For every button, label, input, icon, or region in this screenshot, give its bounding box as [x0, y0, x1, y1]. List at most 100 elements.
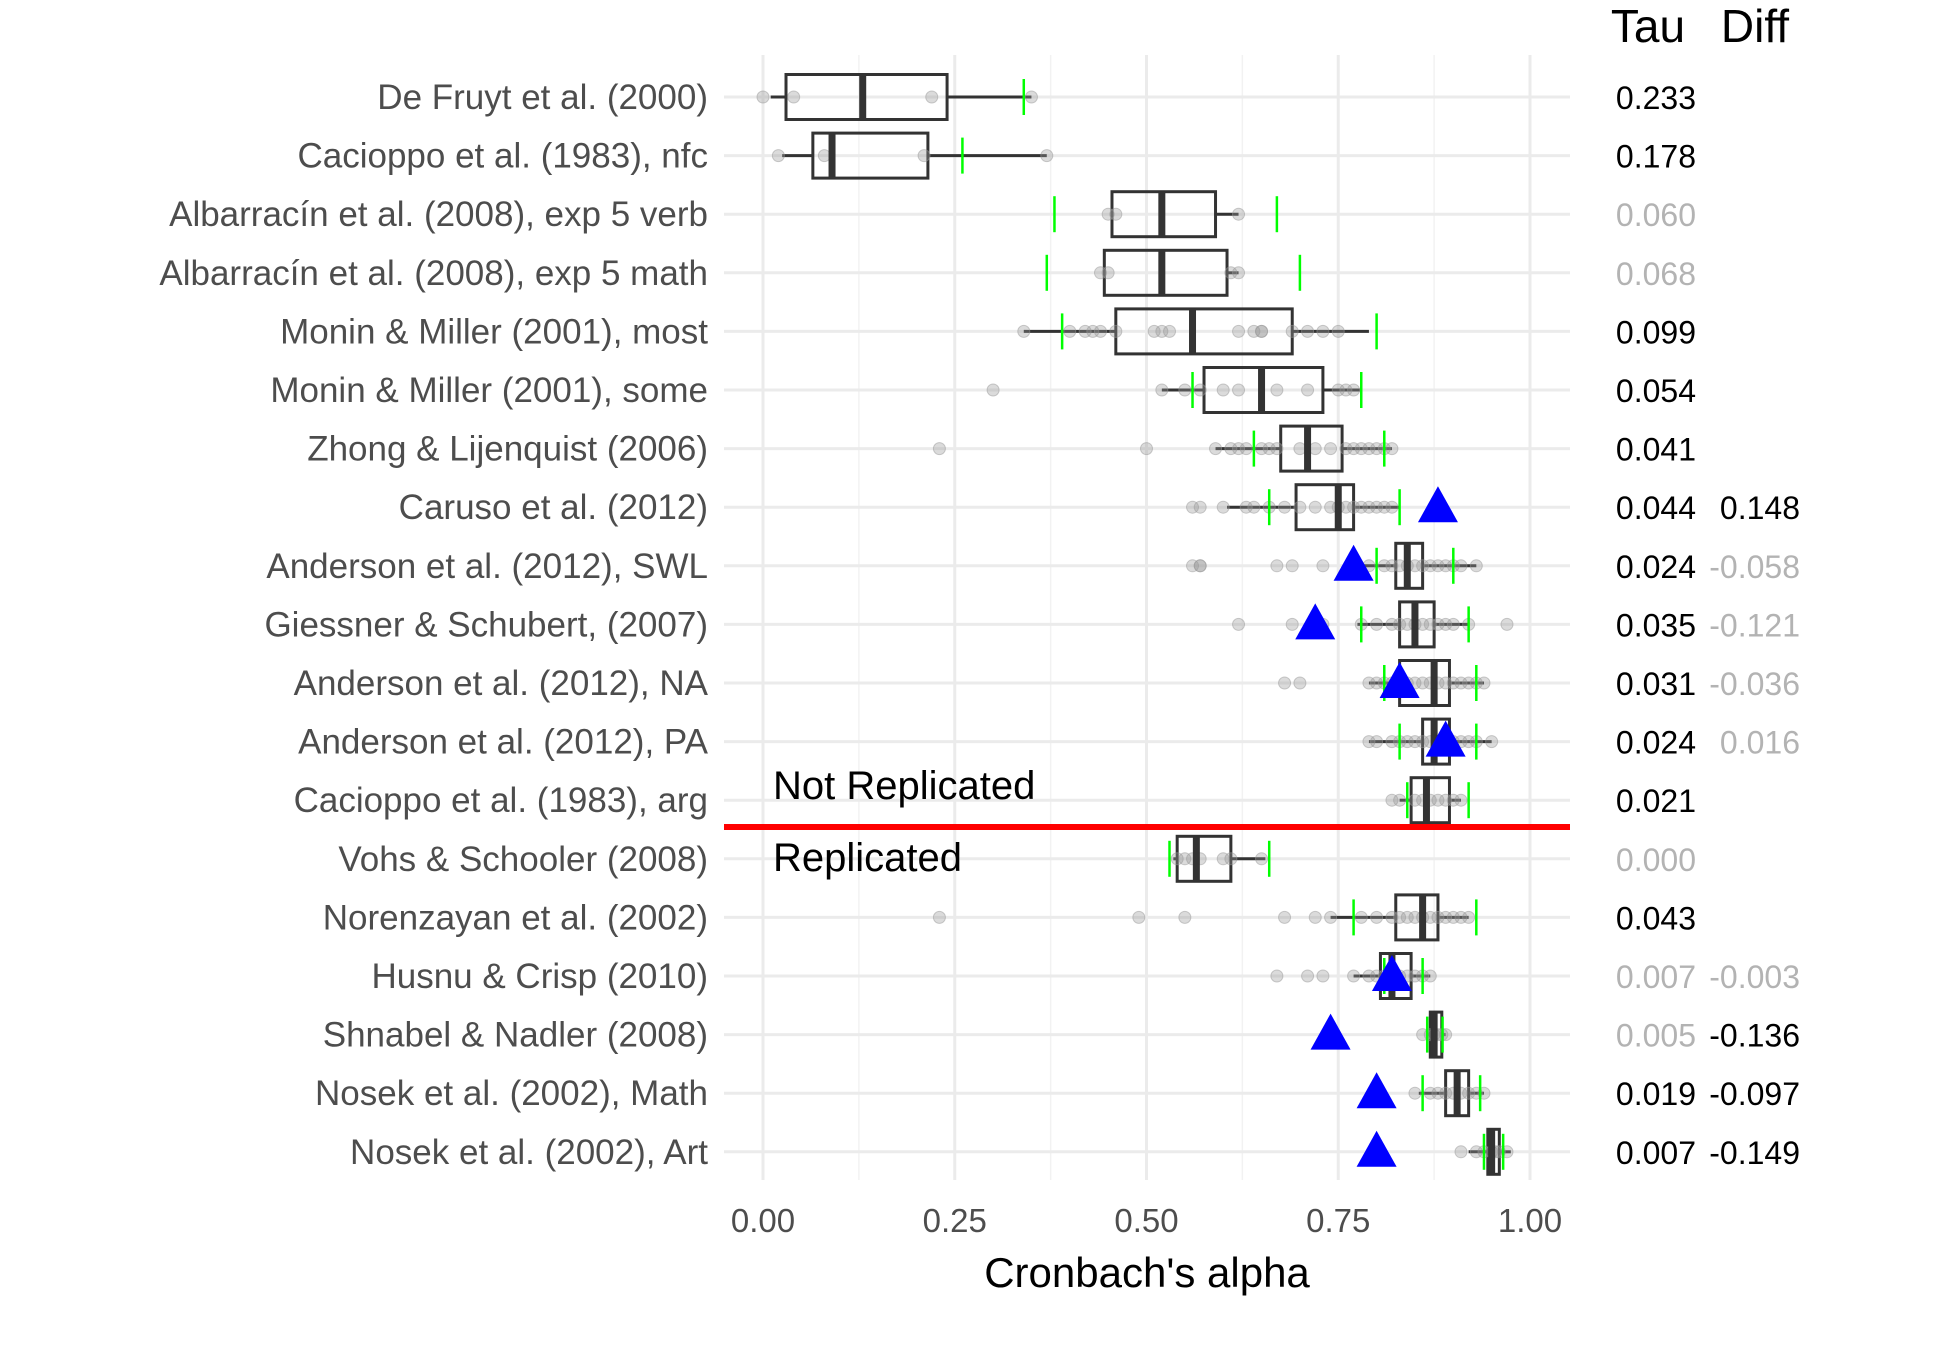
sample-point — [925, 90, 939, 104]
sample-point — [1301, 969, 1315, 983]
sample-point — [1270, 383, 1284, 397]
study-row — [1356, 1127, 1514, 1176]
x-axis-title: Cronbach's alpha — [984, 1249, 1310, 1296]
sample-point — [1331, 324, 1345, 338]
sample-point — [1178, 910, 1192, 924]
study-label: Monin & Miller (2001), most — [280, 312, 708, 351]
study-label: Anderson et al. (2012), PA — [298, 723, 709, 762]
sample-point — [1232, 207, 1246, 221]
study-row — [1356, 1069, 1491, 1118]
sample-point — [1247, 500, 1261, 514]
diff-value: 0.148 — [1720, 490, 1800, 526]
study-label: Nosek et al. (2002), Art — [350, 1133, 708, 1172]
sample-point — [1308, 500, 1322, 514]
sample-point — [1093, 324, 1107, 338]
x-tick-label: 0.75 — [1306, 1202, 1370, 1239]
study-row — [1053, 190, 1279, 239]
tau-value: 0.021 — [1616, 783, 1696, 819]
sample-point — [1040, 149, 1054, 163]
sample-point — [1285, 324, 1299, 338]
sample-point — [1385, 442, 1399, 456]
box-iqr — [784, 73, 949, 121]
diff-value: -0.121 — [1709, 607, 1800, 643]
sample-point — [1140, 442, 1153, 456]
sample-point — [1477, 676, 1491, 690]
sample-point — [1209, 442, 1223, 456]
diff-column-header: Diff — [1721, 0, 1789, 52]
sample-point — [787, 90, 801, 104]
original-alpha-triangle — [1417, 486, 1458, 523]
sample-point — [1485, 735, 1499, 749]
study-label: Anderson et al. (2012), SWL — [266, 547, 708, 586]
replicated-label: Replicated — [773, 836, 962, 880]
stat-columns: 0.233 0.178 0.060 0.068 0.099 0.054 0.041 0.044… — [1616, 80, 1800, 1171]
sample-point — [1316, 324, 1330, 338]
sample-point — [1278, 910, 1292, 924]
sample-point — [1278, 500, 1292, 514]
sample-point — [1500, 617, 1514, 631]
sample-point — [1354, 910, 1368, 924]
sample-point — [1255, 852, 1269, 866]
study-row — [1168, 834, 1271, 883]
sample-point — [1163, 324, 1177, 338]
study-labels: De Fruyt et al. (2000) Cacioppo et al. (1… — [159, 78, 708, 1172]
study-row — [1186, 541, 1483, 590]
box-iqr — [1394, 893, 1440, 942]
sample-point — [1193, 500, 1207, 514]
study-row — [771, 131, 1054, 180]
sample-point — [1462, 910, 1476, 924]
study-row — [1017, 307, 1378, 356]
study-label: Nosek et al. (2002), Math — [315, 1074, 708, 1113]
sample-point — [1308, 910, 1322, 924]
study-row — [1362, 717, 1499, 766]
box-iqr — [1102, 248, 1229, 297]
tau-value: 0.043 — [1616, 900, 1696, 936]
study-label: Caruso et al. (2012) — [399, 488, 708, 527]
sample-point — [1370, 910, 1384, 924]
original-alpha-triangle — [1310, 1013, 1351, 1050]
sample-point — [1324, 910, 1338, 924]
box-iqr — [1114, 307, 1294, 356]
study-row — [1310, 1010, 1453, 1059]
box-iqr — [811, 131, 930, 180]
sample-point — [756, 90, 770, 104]
tau-value: 0.068 — [1616, 256, 1696, 292]
study-label: Giessner & Schubert, (2007) — [264, 605, 708, 644]
sample-point — [1193, 383, 1207, 397]
sample-point — [1469, 559, 1483, 573]
original-alpha-triangle — [1333, 544, 1374, 581]
sample-point — [1454, 793, 1468, 807]
x-tick-label: 0.50 — [1114, 1202, 1178, 1239]
sample-point — [771, 149, 785, 163]
sample-point — [1132, 910, 1146, 924]
sample-point — [1109, 207, 1123, 221]
tau-value: 0.000 — [1616, 842, 1696, 878]
tau-value: 0.178 — [1616, 139, 1696, 175]
study-label: Albarracín et al. (2008), exp 5 math — [159, 254, 708, 293]
sample-point — [1385, 500, 1399, 514]
sample-point — [1293, 676, 1307, 690]
box-iqr — [1409, 776, 1451, 825]
sample-point — [917, 149, 931, 163]
sample-point — [1239, 442, 1253, 456]
sample-point — [1216, 500, 1230, 514]
sample-point — [1285, 559, 1299, 573]
study-row — [1232, 600, 1514, 649]
sample-point — [1224, 852, 1238, 866]
sample-point — [1301, 324, 1315, 338]
study-row — [932, 893, 1478, 942]
sample-point — [1301, 383, 1315, 397]
original-alpha-triangle — [1295, 603, 1336, 640]
tau-value: 0.044 — [1616, 490, 1696, 526]
not-replicated-label: Not Replicated — [773, 764, 1035, 808]
sample-point — [1278, 676, 1292, 690]
box-plots — [756, 73, 1514, 1176]
sample-point — [1017, 324, 1031, 338]
sample-point — [1178, 383, 1192, 397]
tau-value: 0.005 — [1616, 1018, 1696, 1054]
study-label: Shnabel & Nadler (2008) — [323, 1016, 708, 1055]
study-row — [1186, 483, 1458, 532]
study-row — [1270, 952, 1437, 1000]
sample-point — [1285, 617, 1299, 631]
